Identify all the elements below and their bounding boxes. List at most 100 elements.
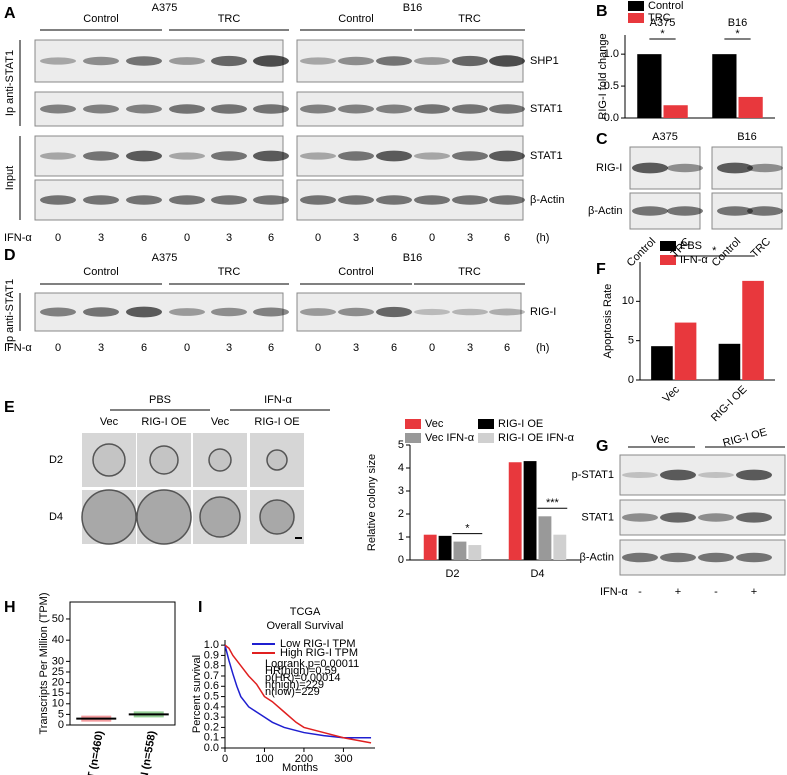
band [211,195,247,205]
panel-letter: C [596,131,608,148]
band [126,195,162,205]
row-label: β-Actin [588,205,622,217]
band [300,308,336,316]
band [660,512,696,523]
panel-letter: H [4,599,16,616]
group-label: Control [83,13,118,25]
time: 6 [268,342,274,354]
band [747,163,783,173]
band [40,307,76,317]
cell-line: A375 [152,252,178,264]
band [660,552,696,563]
band [300,152,336,160]
row-label: β-Actin [580,551,614,563]
band [253,307,289,317]
band [376,56,412,66]
bar [423,534,437,560]
y-tick-label: 2 [398,508,404,520]
time: 0 [184,342,190,354]
treatment: PBS [149,394,171,406]
band [667,163,703,173]
legend-swatch [405,419,421,429]
time: 3 [226,342,232,354]
band [414,104,450,114]
band [452,104,488,114]
time: 3 [226,232,232,244]
category-label: D2 [445,568,459,580]
chart-title: TCGA [290,606,321,618]
treatment: IFN-α [4,232,32,244]
colony [136,489,192,545]
legend-label: High RIG-I TPM [280,647,358,659]
x-axis-label: Months [282,762,319,774]
time: 6 [391,342,397,354]
legend-swatch [478,419,494,429]
category-label: B16 [728,17,748,29]
band [338,56,374,66]
y-tick-label: 1.0 [204,639,219,651]
sign: - [638,586,642,598]
significance: * [660,28,665,40]
y-tick-label: 10 [622,295,634,307]
y-tick-label: 50 [52,613,64,625]
column-label: RIG-I OE [254,416,299,428]
band [338,104,374,114]
band [300,195,336,205]
panel-letter: G [596,438,608,455]
category-label: A375 [650,17,676,29]
y-tick-label: 0.9 [204,649,219,661]
colony [81,489,137,545]
y-tick-label: 3 [398,485,404,497]
band [376,306,412,318]
band [376,150,412,162]
legend-label: Control [648,0,683,12]
band [489,308,525,316]
band [126,150,162,162]
group-label: Control [338,13,373,25]
row-label: β-Actin [530,194,564,206]
band [698,472,734,478]
band [698,513,734,522]
y-tick-label: 1 [398,531,404,543]
band [489,104,525,114]
time: 3 [98,342,104,354]
panel-letter: D [4,247,16,264]
time: 0 [429,342,435,354]
bar [468,545,482,560]
side-label: Ip anti-STAT1 [4,279,16,345]
cell-line: B16 [403,2,423,14]
time: 0 [55,232,61,244]
y-tick-label: 0.0 [204,742,219,754]
significance: * [465,523,470,535]
y-axis-label: RIG-I fold change [597,33,609,119]
band [376,104,412,114]
x-tick-label: 200 [295,753,313,765]
y-tick-label: 30 [52,655,64,667]
bar [523,461,537,560]
significance: * [712,245,717,257]
y-tick-label: 0.7 [204,670,219,682]
legend-label: Vec IFN-α [425,432,475,444]
band [253,104,289,114]
band [489,55,525,67]
band [40,104,76,114]
band [169,104,205,114]
cell-line: A375 [152,2,178,14]
column-label: Vec [211,416,230,428]
legend-swatch [628,1,644,11]
legend-label: RIG-I OE [498,418,543,430]
band [338,151,374,161]
y-tick-label: 5 [58,708,64,720]
y-tick-label: 0.6 [204,680,219,692]
band [211,55,247,67]
time: 6 [504,342,510,354]
band [169,152,205,160]
band [40,195,76,205]
legend-swatch [405,433,421,443]
row-label: STAT1 [530,150,563,162]
treatment: IFN-α [264,394,292,406]
band [622,552,658,563]
band [489,195,525,205]
time: 0 [315,342,321,354]
